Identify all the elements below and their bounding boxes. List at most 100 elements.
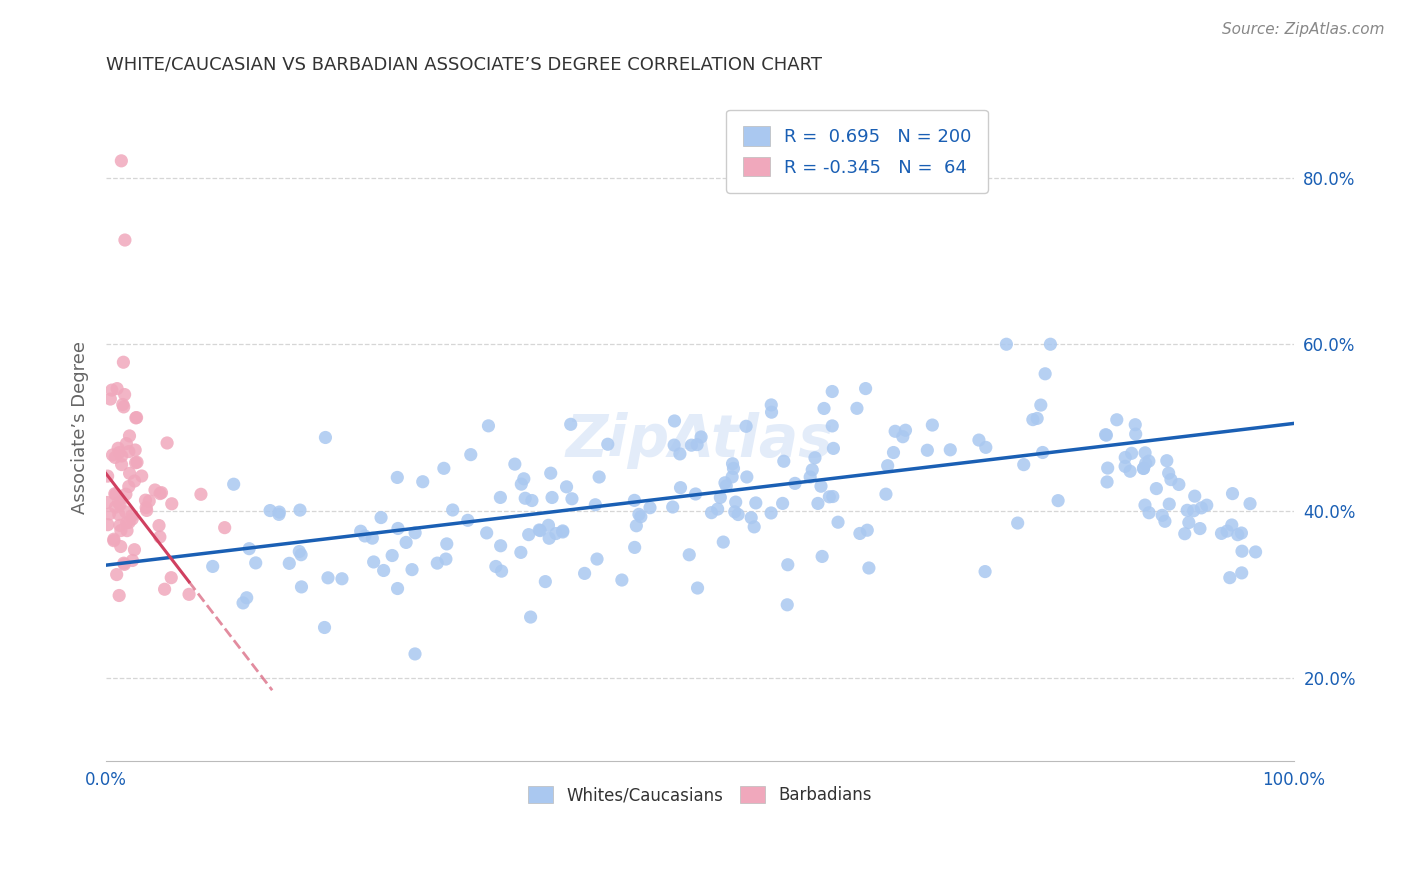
Point — [125, 410, 148, 425]
Point — [387, 521, 409, 535]
Point — [121, 508, 143, 523]
Point — [290, 548, 312, 562]
Point — [1133, 446, 1156, 460]
Point — [561, 491, 583, 506]
Point — [381, 549, 404, 563]
Point — [148, 518, 170, 533]
Point — [153, 582, 176, 597]
Point — [723, 461, 745, 475]
Point — [114, 505, 136, 519]
Point — [537, 518, 560, 533]
Point — [108, 498, 131, 512]
Point — [131, 469, 153, 483]
Point — [517, 527, 540, 541]
Point — [858, 561, 880, 575]
Point — [735, 470, 758, 484]
Point — [1094, 427, 1116, 442]
Point — [541, 491, 564, 505]
Point — [105, 567, 128, 582]
Point — [112, 556, 135, 570]
Point — [107, 508, 129, 522]
Point — [735, 419, 758, 434]
Point — [214, 521, 236, 535]
Point — [529, 523, 551, 537]
Point — [107, 496, 129, 510]
Point — [1219, 571, 1241, 585]
Point — [627, 508, 650, 522]
Point — [96, 495, 118, 509]
Point — [98, 392, 121, 406]
Point — [845, 401, 868, 416]
Point — [314, 620, 336, 634]
Point — [1182, 504, 1205, 518]
Point — [387, 582, 409, 596]
Point — [690, 430, 713, 444]
Point — [727, 508, 749, 522]
Point — [1125, 427, 1147, 442]
Point — [821, 490, 844, 504]
Point — [395, 535, 418, 549]
Point — [108, 589, 131, 603]
Point — [134, 493, 156, 508]
Point — [108, 518, 131, 533]
Point — [742, 520, 765, 534]
Point — [412, 475, 434, 489]
Point — [1178, 516, 1201, 530]
Point — [995, 337, 1018, 351]
Point — [110, 524, 132, 538]
Point — [110, 540, 132, 554]
Point — [149, 486, 172, 500]
Point — [121, 512, 143, 526]
Point — [783, 476, 806, 491]
Point — [125, 455, 148, 469]
Point — [700, 506, 723, 520]
Y-axis label: Associate’s Degree: Associate’s Degree — [72, 341, 89, 514]
Point — [135, 500, 157, 515]
Point — [97, 517, 120, 532]
Point — [112, 400, 135, 414]
Point — [1230, 566, 1253, 580]
Point — [1132, 461, 1154, 475]
Point — [97, 469, 120, 483]
Point — [801, 463, 824, 477]
Point — [661, 500, 683, 514]
Point — [115, 487, 138, 501]
Point — [101, 383, 124, 397]
Point — [776, 558, 799, 572]
Point — [460, 448, 482, 462]
Point — [1012, 458, 1035, 472]
Point — [103, 532, 125, 546]
Point — [118, 479, 141, 493]
Point — [1222, 486, 1244, 500]
Point — [1174, 526, 1197, 541]
Point — [104, 450, 127, 465]
Point — [623, 541, 645, 555]
Point — [1119, 464, 1142, 478]
Point — [114, 233, 136, 247]
Point — [433, 461, 456, 475]
Point — [686, 437, 709, 451]
Point — [855, 382, 877, 396]
Point — [1216, 524, 1239, 538]
Point — [510, 477, 533, 491]
Point — [104, 486, 127, 500]
Point — [259, 503, 281, 517]
Point — [124, 456, 146, 470]
Point — [1184, 489, 1206, 503]
Point — [540, 466, 562, 480]
Point — [121, 553, 143, 567]
Point — [1105, 413, 1128, 427]
Point — [974, 565, 997, 579]
Point — [759, 506, 782, 520]
Point — [811, 549, 834, 564]
Point — [118, 467, 141, 481]
Point — [610, 573, 633, 587]
Point — [503, 457, 526, 471]
Point — [588, 470, 610, 484]
Point — [1133, 498, 1156, 512]
Point — [160, 497, 183, 511]
Point — [555, 480, 578, 494]
Point — [115, 524, 138, 538]
Point — [686, 581, 709, 595]
Point — [544, 526, 567, 541]
